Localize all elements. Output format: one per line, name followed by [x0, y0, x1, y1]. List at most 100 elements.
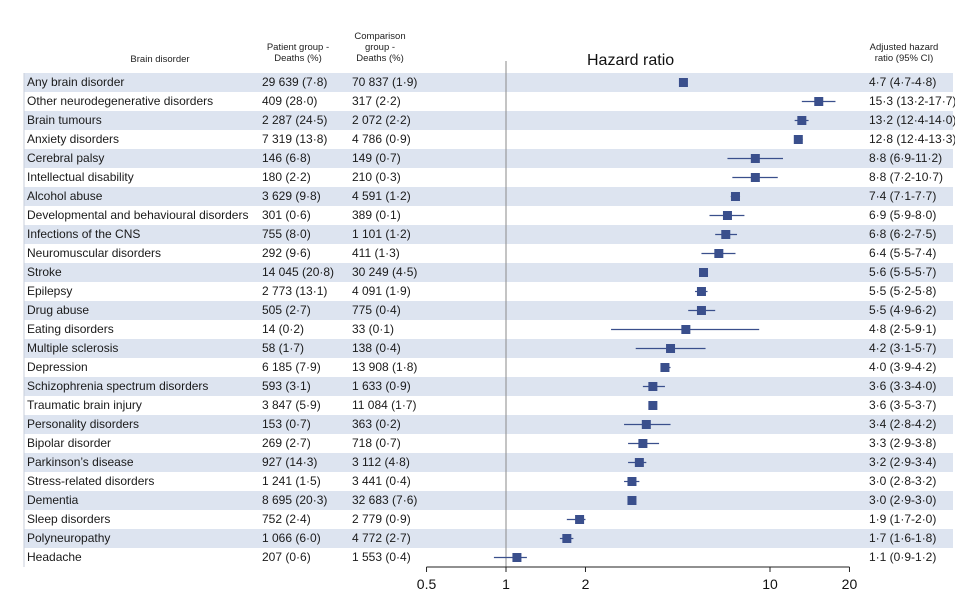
patient-deaths-cell: 153 (0·7): [262, 417, 311, 431]
hr-point-marker: [634, 458, 644, 467]
table-row: Multiple sclerosis 58 (1·7) 138 (0·4) 4·2 (…: [24, 339, 953, 358]
patient-deaths-cell: 1 241 (1·5): [262, 474, 321, 488]
comparison-deaths-cell: 4 591 (1·2): [352, 189, 411, 203]
comparison-deaths-cell: 317 (2·2): [352, 94, 401, 108]
hr-point-marker: [730, 192, 740, 201]
patient-deaths-cell: 409 (28·0): [262, 94, 318, 108]
disorder-cell: Stress-related disorders: [27, 474, 155, 488]
comparison-deaths-cell: 1 633 (0·9): [352, 379, 411, 393]
comparison-deaths-cell: 1 101 (1·2): [352, 227, 411, 241]
x-tick-label: 2: [582, 576, 590, 592]
hazard-ratio-cell: 4·7 (4·7-4·8): [869, 75, 937, 89]
comparison-deaths-cell: 33 (0·1): [352, 322, 395, 336]
patient-deaths-cell: 14 045 (20·8): [262, 265, 335, 279]
hr-point-marker: [722, 211, 732, 220]
hr-point-marker: [627, 477, 637, 486]
disorder-cell: Neuromuscular disorders: [27, 246, 162, 260]
patient-deaths-cell: 180 (2·2): [262, 170, 311, 184]
table-row: Cerebral palsy 146 (6·8) 149 (0·7) 8·8 (6·9…: [24, 149, 953, 168]
hr-point-marker: [638, 439, 648, 448]
comparison-deaths-cell: 389 (0·1): [352, 208, 401, 222]
disorder-cell: Eating disorders: [27, 322, 114, 336]
disorder-cell: Sleep disorders: [27, 512, 111, 526]
hr-point-marker: [641, 420, 651, 429]
disorder-cell: Parkinson’s disease: [27, 455, 134, 469]
disorder-cell: Any brain disorder: [27, 75, 125, 89]
hr-point-marker: [750, 154, 760, 163]
hazard-ratio-cell: 6·9 (5·9-8·0): [869, 208, 937, 222]
comparison-deaths-cell: 4 772 (2·7): [352, 531, 411, 545]
x-tick-label: 10: [762, 576, 778, 592]
patient-deaths-cell: 8 695 (20·3): [262, 493, 328, 507]
comparison-deaths-cell: 4 091 (1·9): [352, 284, 411, 298]
comparison-deaths-cell: 1 553 (0·4): [352, 550, 411, 564]
hazard-ratio-cell: 3·6 (3·5-3·7): [869, 398, 937, 412]
hr-point-marker: [666, 344, 676, 353]
comparison-deaths-cell: 70 837 (1·9): [352, 75, 418, 89]
table-row: Headache 207 (0·6) 1 553 (0·4) 1·1 (0·9-1·2…: [24, 548, 953, 567]
disorder-cell: Anxiety disorders: [27, 132, 120, 146]
table-row: Developmental and behavioural disorders 3…: [24, 206, 953, 225]
hazard-ratio-cell: 13·2 (12·4-14·0): [869, 113, 955, 127]
hazard-ratio-cell: 3·4 (2·8-4·2): [869, 417, 937, 431]
disorder-cell: Headache: [27, 550, 82, 564]
comparison-deaths-cell: 3 112 (4·8): [352, 455, 410, 469]
disorder-cell: Stroke: [27, 265, 62, 279]
hazard-ratio-cell: 5·5 (4·9-6·2): [869, 303, 937, 317]
hazard-ratio-cell: 1·1 (0·9-1·2): [869, 550, 937, 564]
header-comparison-group: Comparison group - Deaths (%): [354, 31, 406, 64]
disorder-cell: Multiple sclerosis: [27, 341, 119, 355]
hr-point-marker: [575, 515, 585, 524]
hazard-ratio-cell: 3·2 (2·9-3·4): [869, 455, 937, 469]
hr-point-marker: [793, 135, 803, 144]
comparison-deaths-cell: 210 (0·3): [352, 170, 401, 184]
comparison-deaths-cell: 2 072 (2·2): [352, 113, 411, 127]
hr-point-marker: [562, 534, 572, 543]
disorder-cell: Other neurodegenerative disorders: [27, 94, 214, 108]
patient-deaths-cell: 752 (2·4): [262, 512, 311, 526]
patient-deaths-cell: 269 (2·7): [262, 436, 311, 450]
table-row: Traumatic brain injury 3 847 (5·9) 11 084 …: [24, 396, 953, 415]
comparison-deaths-cell: 4 786 (0·9): [352, 132, 411, 146]
disorder-cell: Infections of the CNS: [27, 227, 141, 241]
hr-point-marker: [699, 268, 709, 277]
hazard-ratio-cell: 6·4 (5·5-7·4): [869, 246, 937, 260]
hazard-ratio-cell: 3·6 (3·3-4·0): [869, 379, 937, 393]
patient-deaths-cell: 301 (0·6): [262, 208, 311, 222]
table-row: Depression 6 185 (7·9) 13 908 (1·8) 4·0 (3·…: [24, 358, 953, 377]
table-row: Parkinson’s disease 927 (14·3) 3 112 (4·8)…: [24, 453, 953, 472]
comparison-deaths-cell: 775 (0·4): [352, 303, 401, 317]
table-row: Any brain disorder 29 639 (7·8) 70 837 (1·…: [24, 73, 953, 92]
table-row: Eating disorders 14 (0·2) 33 (0·1) 4·8 (2·5…: [24, 320, 953, 339]
comparison-deaths-cell: 13 908 (1·8): [352, 360, 418, 374]
patient-deaths-cell: 7 319 (13·8): [262, 132, 328, 146]
hazard-ratio-cell: 12·8 (12·4-13·3): [869, 132, 955, 146]
disorder-cell: Dementia: [27, 493, 79, 507]
hr-point-marker: [696, 287, 706, 296]
comparison-deaths-cell: 149 (0·7): [352, 151, 401, 165]
hr-point-marker: [648, 401, 658, 410]
disorder-cell: Traumatic brain injury: [27, 398, 142, 412]
disorder-cell: Brain tumours: [27, 113, 102, 127]
comparison-deaths-cell: 32 683 (7·6): [352, 493, 418, 507]
hazard-ratio-cell: 1·7 (1·6-1·8): [869, 531, 937, 545]
hazard-ratio-cell: 7·4 (7·1-7·7): [869, 189, 937, 203]
disorder-cell: Depression: [27, 360, 88, 374]
disorder-cell: Polyneuropathy: [27, 531, 111, 545]
table-row: Anxiety disorders 7 319 (13·8) 4 786 (0·9)…: [24, 130, 955, 149]
disorder-cell: Developmental and behavioural disorders: [27, 208, 249, 222]
hazard-ratio-cell: 4·8 (2·5-9·1): [869, 322, 937, 336]
patient-deaths-cell: 14 (0·2): [262, 322, 305, 336]
patient-deaths-cell: 755 (8·0): [262, 227, 311, 241]
table-row: Drug abuse 505 (2·7) 775 (0·4) 5·5 (4·9-6·2…: [24, 301, 953, 320]
patient-deaths-cell: 3 847 (5·9): [262, 398, 321, 412]
patient-deaths-cell: 593 (3·1): [262, 379, 311, 393]
hazard-ratio-cell: 3·0 (2·9-3·0): [869, 493, 937, 507]
disorder-cell: Drug abuse: [27, 303, 90, 317]
patient-deaths-cell: 146 (6·8): [262, 151, 311, 165]
table-row: Stress-related disorders 1 241 (1·5) 3 441…: [24, 472, 953, 491]
hazard-ratio-cell: 3·3 (2·9-3·8): [869, 436, 937, 450]
table-row: Epilepsy 2 773 (13·1) 4 091 (1·9) 5·5 (5·2-…: [24, 282, 953, 301]
table-row: Intellectual disability 180 (2·2) 210 (0·3…: [24, 168, 953, 187]
comparison-deaths-cell: 2 779 (0·9): [352, 512, 411, 526]
